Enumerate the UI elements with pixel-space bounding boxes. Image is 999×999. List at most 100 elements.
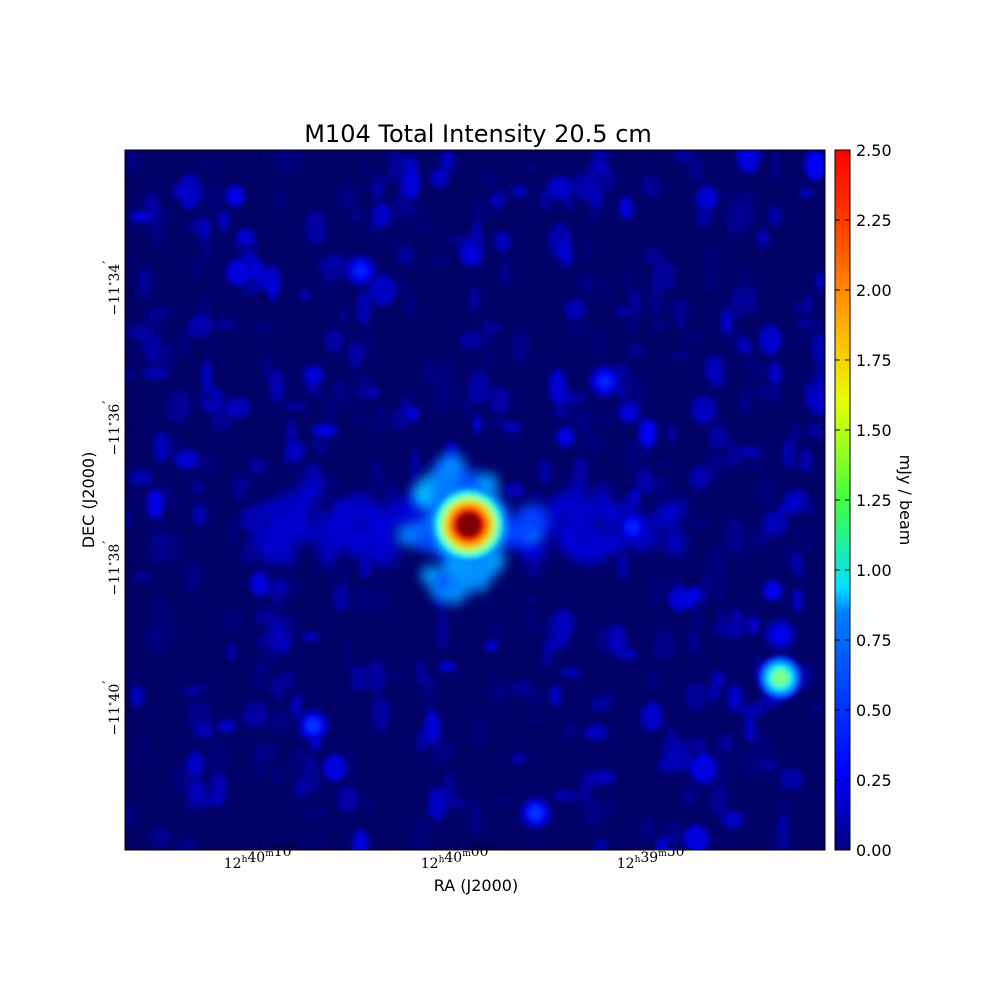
noise-blob xyxy=(691,395,717,425)
halo-blob xyxy=(439,453,465,479)
noise-blob xyxy=(534,705,543,731)
noise-blob xyxy=(125,802,133,828)
noise-blob xyxy=(322,474,338,490)
noise-blob xyxy=(131,684,143,708)
noise-blob xyxy=(549,685,561,707)
noise-blob xyxy=(563,198,575,211)
noise-blob xyxy=(270,709,291,733)
noise-blob xyxy=(350,664,367,693)
noise-blob xyxy=(236,228,255,246)
y-axis: −11∘34′ −11∘36′ −11∘38′ −11∘40′ xyxy=(101,261,825,735)
source-2 xyxy=(757,655,803,701)
source-7 xyxy=(616,511,649,544)
noise-blob xyxy=(724,516,746,553)
noise-blob xyxy=(793,588,803,613)
noise-blob xyxy=(805,386,825,415)
noise-blob xyxy=(668,299,691,320)
noise-blob xyxy=(147,488,164,520)
noise-blob xyxy=(467,370,490,404)
noise-blob xyxy=(576,275,594,292)
source-ring xyxy=(772,670,788,686)
noise-blob xyxy=(254,608,278,626)
noise-blob xyxy=(356,289,372,326)
noise-blob xyxy=(460,396,475,416)
noise-blob xyxy=(657,757,678,774)
noise-blob xyxy=(390,672,400,682)
noise-blob xyxy=(646,667,658,689)
noise-blob xyxy=(609,624,627,656)
point-sources xyxy=(297,254,803,829)
noise-blob xyxy=(137,739,153,759)
noise-blob xyxy=(759,325,782,355)
noise-blob xyxy=(619,195,634,221)
disk-blob xyxy=(310,481,325,499)
noise-blob xyxy=(285,577,304,596)
source-ring xyxy=(455,511,482,538)
noise-blob xyxy=(547,176,573,201)
noise-blob xyxy=(323,754,347,782)
noise-blob xyxy=(795,527,814,553)
noise-blob xyxy=(217,210,230,231)
noise-blob xyxy=(176,327,190,357)
noise-blob xyxy=(811,702,825,713)
noise-blob xyxy=(125,507,132,527)
noise-blob xyxy=(799,663,814,690)
noise-blob xyxy=(738,262,747,291)
noise-blob xyxy=(791,301,815,314)
noise-blob xyxy=(226,185,244,207)
noise-blob xyxy=(225,397,252,418)
intensity-map xyxy=(125,150,825,850)
noise-blob xyxy=(170,763,192,790)
halo-blob xyxy=(465,559,494,588)
noise-blob xyxy=(510,430,523,451)
noise-blob xyxy=(371,696,391,732)
noise-blob xyxy=(605,687,617,698)
noise-blob xyxy=(806,422,825,439)
noise-blob xyxy=(446,796,468,810)
noise-blob xyxy=(286,760,296,780)
source-ring xyxy=(530,807,542,819)
noise-blob xyxy=(670,349,690,362)
disk-blob xyxy=(270,544,295,564)
noise-blob xyxy=(532,689,546,702)
noise-blob xyxy=(483,598,493,609)
noise-blob xyxy=(707,754,733,790)
noise-blob xyxy=(743,190,754,205)
noise-blob xyxy=(230,477,256,487)
noise-blob xyxy=(310,434,320,455)
source-ring xyxy=(355,265,366,276)
noise-blob xyxy=(151,599,170,631)
noise-blob xyxy=(749,459,762,473)
noise-blob xyxy=(744,717,756,743)
noise-blob xyxy=(324,395,337,427)
noise-blob xyxy=(565,324,589,338)
noise-blob xyxy=(470,198,496,222)
noise-blob xyxy=(668,586,692,612)
noise-blob xyxy=(801,503,815,515)
noise-blob xyxy=(395,279,408,297)
noise-blob xyxy=(709,578,729,600)
noise-blob xyxy=(481,170,497,186)
disk-blob xyxy=(279,490,293,525)
noise-blob xyxy=(626,343,647,358)
source-ring xyxy=(774,629,786,640)
disk-blob xyxy=(593,484,610,508)
x-axis: 12h40m10s 12h40m00s 12h39m50s xyxy=(224,150,690,872)
noise-blob xyxy=(542,642,552,668)
noise-blob xyxy=(226,642,237,662)
noise-blob xyxy=(580,233,593,263)
noise-blob xyxy=(798,187,815,199)
noise-blob xyxy=(250,662,265,692)
noise-blob xyxy=(684,681,708,713)
noise-blob xyxy=(473,414,482,435)
noise-blob xyxy=(470,220,483,248)
noise-blob xyxy=(722,810,743,829)
noise-blob xyxy=(692,597,701,618)
source-4 xyxy=(519,797,552,829)
disk-blob xyxy=(321,516,337,533)
noise-blob xyxy=(397,169,408,182)
noise-blob xyxy=(666,426,677,440)
noise-blob xyxy=(263,265,282,296)
noise-blob xyxy=(652,259,676,291)
noise-blob xyxy=(197,390,217,402)
